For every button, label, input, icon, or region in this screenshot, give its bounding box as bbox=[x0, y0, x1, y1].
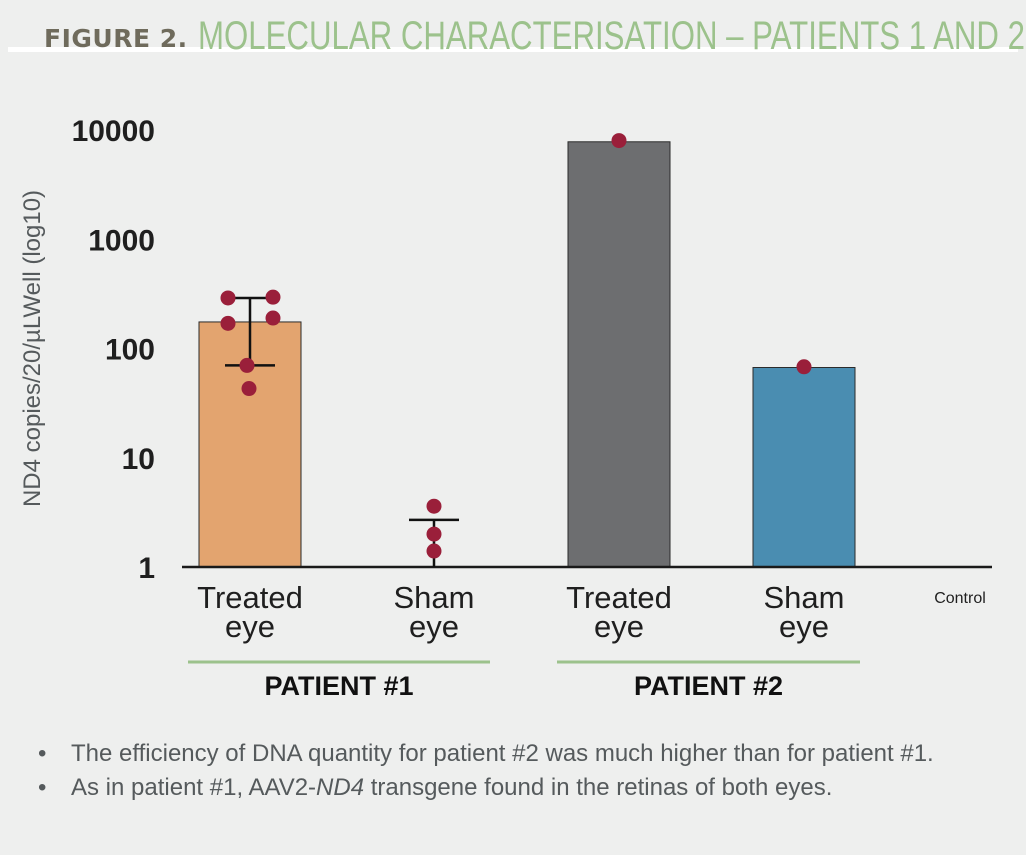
group-label: PATIENT #1 bbox=[264, 671, 413, 701]
data-point bbox=[265, 310, 281, 326]
figure-header: FIGURE 2. MOLECULAR CHARACTERISATION – P… bbox=[0, 0, 1026, 58]
bullet-dot: • bbox=[38, 774, 47, 801]
figure-title: MOLECULAR CHARACTERISATION – PATIENTS 1 … bbox=[198, 14, 1025, 58]
data-point bbox=[241, 381, 257, 397]
x-tick-label: Sham bbox=[394, 580, 475, 615]
data-point bbox=[265, 289, 281, 305]
data-point bbox=[426, 526, 442, 542]
group-label: PATIENT #2 bbox=[634, 671, 783, 701]
bar bbox=[567, 141, 671, 568]
y-tick-label: 10 bbox=[122, 443, 155, 476]
y-tick-label: 100 bbox=[105, 334, 155, 367]
x-tick-label: eye bbox=[779, 609, 829, 644]
x-tick-label: eye bbox=[594, 609, 644, 644]
data-point bbox=[426, 498, 442, 514]
figure-label: FIGURE 2. bbox=[44, 24, 188, 53]
data-point bbox=[426, 543, 442, 559]
y-tick-label: 10000 bbox=[72, 115, 155, 148]
data-point bbox=[239, 357, 255, 373]
header-rule bbox=[8, 47, 1018, 52]
y-tick-label: 1 bbox=[138, 552, 155, 585]
x-tick-label-control: Control bbox=[934, 590, 986, 607]
bullet-dot: • bbox=[38, 740, 47, 767]
bullet-text-end: transgene found in the retinas of both e… bbox=[364, 774, 833, 801]
bullet-text: The efficiency of DNA quantity for patie… bbox=[71, 740, 934, 767]
x-tick-label: Treated bbox=[566, 580, 672, 615]
data-point bbox=[796, 359, 812, 375]
bar bbox=[752, 367, 856, 568]
data-point bbox=[611, 133, 627, 149]
bullet-italic-gene: ND4 bbox=[316, 774, 365, 801]
data-point bbox=[220, 290, 236, 306]
y-axis-label: ND4 copies/20/µLWell (log10) bbox=[19, 190, 46, 507]
bullet-item: • As in patient #1, AAV2-ND4 transgene f… bbox=[38, 772, 1013, 803]
bullet-item: • The efficiency of DNA quantity for pat… bbox=[38, 738, 1013, 769]
x-tick-label: eye bbox=[409, 609, 459, 644]
bar-chart: ND4 copies/20/µLWell (log10) 1 10 100 1000 10… bbox=[19, 115, 992, 701]
x-tick-label: Sham bbox=[764, 580, 845, 615]
y-tick-label: 1000 bbox=[88, 224, 155, 257]
bullet-list: • The efficiency of DNA quantity for pat… bbox=[38, 738, 1013, 806]
bullet-text: As in patient #1, AAV2- bbox=[71, 774, 317, 801]
data-point bbox=[220, 315, 236, 331]
x-tick-label: eye bbox=[225, 609, 275, 644]
x-tick-label: Treated bbox=[197, 580, 303, 615]
